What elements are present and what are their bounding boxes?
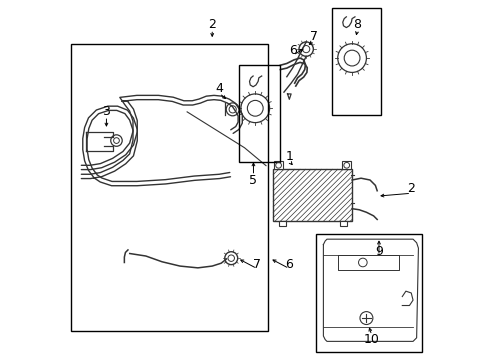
Text: 9: 9 [374,245,382,258]
Bar [278,221,285,226]
Text: 3: 3 [102,105,110,118]
Bar [316,234,421,352]
Text: 1: 1 [285,150,293,163]
Bar [332,8,380,116]
Text: 2: 2 [208,18,216,31]
Text: 6: 6 [285,258,293,271]
Text: 8: 8 [353,18,361,31]
Bar [273,161,283,169]
Bar [341,161,351,169]
Text: 10: 10 [363,333,379,346]
Text: 7: 7 [252,258,261,271]
Text: 5: 5 [249,174,257,186]
Bar [239,65,280,162]
Text: 6: 6 [288,44,296,57]
Text: 4: 4 [215,82,223,95]
Text: 2: 2 [407,183,414,195]
Bar [339,221,346,226]
Bar [273,169,351,221]
Bar [70,44,267,330]
Text: 7: 7 [310,30,318,43]
